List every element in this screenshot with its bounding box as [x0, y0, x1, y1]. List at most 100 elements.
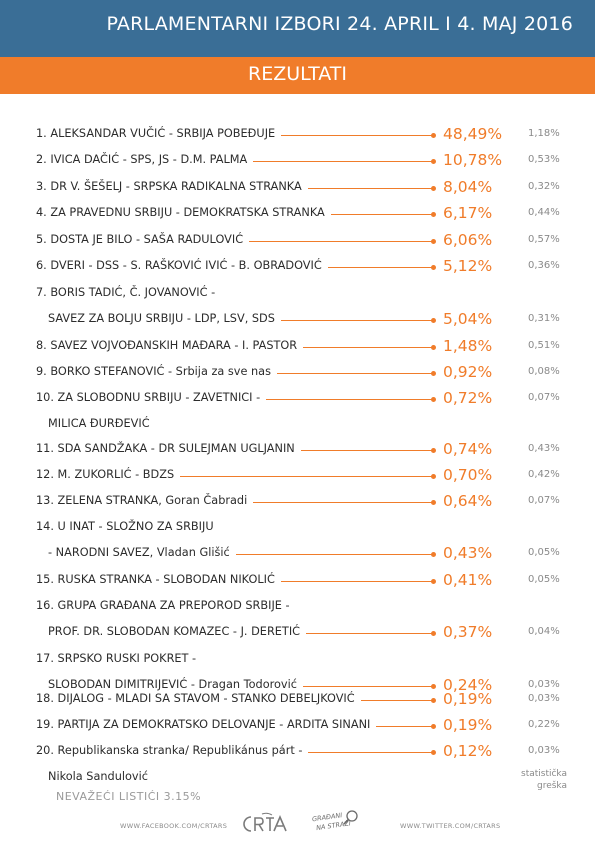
result-row: 8. SAVEZ VOJVOĐANSKIH MAĐARA - I. PASTOR…: [0, 333, 595, 359]
page-subtitle: REZULTATI: [248, 63, 347, 85]
party-label: 7. BORIS TADIĆ, Č. JOVANOVIĆ -: [36, 286, 216, 299]
result-error: 0,07%: [528, 495, 560, 506]
party-label-continued: MILICA ĐURĐEVIĆ: [48, 417, 150, 430]
party-label: 20. Republikanska stranka/ Republikánus …: [36, 744, 303, 757]
leader-line: [281, 318, 436, 323]
party-label: 17. SRPSKO RUSKI POKRET -: [36, 652, 197, 665]
result-error: 0,07%: [528, 392, 560, 403]
leader-line: [281, 133, 436, 138]
result-error: 0,32%: [528, 181, 560, 192]
result-row: 11. SDA SANDŽAKA - DR SULEJMAN UGLJANIN 0…: [0, 436, 595, 462]
leader-line: [303, 684, 436, 689]
party-label: 9. BORKO STEFANOVIĆ - Srbija za sve nas: [36, 365, 271, 378]
result-row: 5. DOSTA JE BILO - SAŠA RADULOVIĆ 6,06% 0,…: [0, 227, 595, 253]
leader-line: [331, 212, 436, 217]
result-row: 20. Republikanska stranka/ Republikánus …: [0, 738, 595, 764]
result-row: 16. GRUPA GRAĐANA ZA PREPOROD SRBIJE -: [0, 593, 595, 619]
result-percent: 0,12%: [443, 742, 493, 760]
leader-line: [308, 750, 436, 755]
result-error: 0,51%: [528, 340, 560, 351]
result-percent: 0,70%: [443, 466, 493, 484]
result-percent: 48,49%: [443, 125, 503, 143]
result-percent: 1,48%: [443, 337, 493, 355]
result-error: 0,04%: [528, 626, 560, 637]
party-label: 3. DR V. ŠEŠELJ - SRPSKA RADIKALNA STRAN…: [36, 180, 302, 193]
result-row: 1. ALEKSANDAR VUČIĆ - SRBIJA POBEĐUJE 48,…: [0, 121, 595, 147]
party-label-continued: SAVEZ ZA BOLJU SRBIJU - LDP, LSV, SDS: [48, 312, 275, 325]
error-note-line2: greška: [536, 781, 567, 791]
result-percent: 0,43%: [443, 544, 493, 562]
party-label-continued: SLOBODAN DIMITRIJEVIĆ - Dragan Todorović: [48, 678, 297, 691]
result-percent: 0,24%: [443, 676, 493, 694]
header-bar: PARLAMENTARNI IZBORI 24. APRIL I 4. MAJ …: [0, 0, 595, 57]
result-percent: 6,17%: [443, 204, 493, 222]
leader-line: [306, 631, 436, 636]
result-percent: 0,41%: [443, 571, 493, 589]
result-percent: 0,72%: [443, 389, 493, 407]
party-label: 6. DVERI - DSS - S. RAŠKOVIĆ IVIĆ - B. O…: [36, 259, 322, 272]
result-row-continuation: Nikola Sandulović: [0, 764, 595, 790]
result-error: 0,05%: [528, 547, 560, 558]
party-label: 10. ZA SLOBODNU SRBIJU - ZAVETNICI -: [36, 391, 261, 404]
facebook-link[interactable]: WWW.FACEBOOK.COM/CRTARS: [120, 822, 228, 830]
result-row-continuation: SAVEZ ZA BOLJU SRBIJU - LDP, LSV, SDS 5,0…: [0, 306, 595, 332]
result-error: 0,03%: [528, 679, 560, 690]
party-label: 8. SAVEZ VOJVOĐANSKIH MAĐARA - I. PASTOR: [36, 339, 298, 352]
result-row: 19. PARTIJA ZA DEMOKRATSKO DELOVANJE - A…: [0, 712, 595, 738]
result-row: 6. DVERI - DSS - S. RAŠKOVIĆ IVIĆ - B. O…: [0, 253, 595, 279]
result-error: 0,36%: [528, 260, 560, 271]
result-percent: 6,06%: [443, 231, 493, 249]
result-percent: 5,12%: [443, 257, 493, 275]
result-error: 0,05%: [528, 574, 560, 585]
leader-line: [308, 186, 436, 191]
gradjani-na-strazi-logo: GRAĐANI NA STRAŽI: [310, 808, 360, 842]
party-label: 14. U INAT - SLOŽNO ZA SRBIJU: [36, 520, 214, 533]
result-percent: 8,04%: [443, 178, 493, 196]
result-row: 18. DIJALOG - MLADI SA STAVOM - STANKO D…: [0, 686, 595, 712]
twitter-link[interactable]: WWW.TWITTER.COM/CRTARS: [400, 822, 501, 830]
subtitle-bar: REZULTATI: [0, 57, 595, 94]
result-error: 0,31%: [528, 313, 560, 324]
party-label: 2. IVICA DAČIĆ - SPS, JS - D.M. PALMA: [36, 153, 248, 166]
result-percent: 0,92%: [443, 363, 493, 381]
party-label: 16. GRUPA GRAĐANA ZA PREPOROD SRBIJE -: [36, 599, 290, 612]
party-label: 12. M. ZUKORLIĆ - BDZS: [36, 468, 175, 481]
result-row: 10. ZA SLOBODNU SRBIJU - ZAVETNICI - 0,72…: [0, 385, 595, 411]
party-label-continued: PROF. DR. SLOBODAN KOMAZEC - J. DERETIĆ: [48, 625, 301, 638]
result-error: 0,44%: [528, 207, 560, 218]
leader-line: [281, 579, 436, 584]
result-percent: 5,04%: [443, 310, 493, 328]
result-row: 9. BORKO STEFANOVIĆ - Srbija za sve nas 0…: [0, 359, 595, 385]
party-label: 19. PARTIJA ZA DEMOKRATSKO DELOVANJE - A…: [36, 718, 371, 731]
leader-line: [180, 474, 436, 479]
result-error: 0,22%: [528, 719, 560, 730]
result-row-continuation: SLOBODAN DIMITRIJEVIĆ - Dragan Todorović…: [0, 672, 595, 698]
result-error: 0,08%: [528, 366, 560, 377]
error-note-line1: statistička: [521, 769, 567, 779]
result-error: 0,43%: [528, 443, 560, 454]
leader-line: [301, 448, 436, 453]
result-row: 2. IVICA DAČIĆ - SPS, JS - D.M. PALMA 10,…: [0, 147, 595, 173]
result-percent: 0,37%: [443, 623, 493, 641]
result-percent: 10,78%: [443, 151, 503, 169]
result-error: 0,57%: [528, 234, 560, 245]
leader-line: [266, 397, 436, 402]
result-percent: 0,19%: [443, 716, 493, 734]
crta-logo: [240, 812, 296, 840]
party-label: 15. RUSKA STRANKA - SLOBODAN NIKOLIĆ: [36, 573, 275, 586]
result-percent: 0,74%: [443, 440, 493, 458]
party-label: 1. ALEKSANDAR VUČIĆ - SRBIJA POBEĐUJE: [36, 127, 276, 140]
leader-line: [253, 159, 436, 164]
footer: WWW.FACEBOOK.COM/CRTARS GRAĐANI NA STRAŽ…: [0, 808, 595, 842]
leader-line: [277, 371, 436, 376]
result-percent: 0,64%: [443, 492, 493, 510]
result-row: 17. SRPSKO RUSKI POKRET -: [0, 646, 595, 672]
leader-line: [376, 724, 436, 729]
result-row-continuation: PROF. DR. SLOBODAN KOMAZEC - J. DERETIĆ 0…: [0, 619, 595, 645]
result-error: 0,42%: [528, 469, 560, 480]
result-row: 14. U INAT - SLOŽNO ZA SRBIJU: [0, 514, 595, 540]
leader-line: [303, 345, 436, 350]
result-error: 1,18%: [528, 128, 560, 139]
party-label: 18. DIJALOG - MLADI SA STAVOM - STANKO D…: [36, 692, 355, 705]
party-label: 11. SDA SANDŽAKA - DR SULEJMAN UGLJANIN: [36, 442, 295, 455]
